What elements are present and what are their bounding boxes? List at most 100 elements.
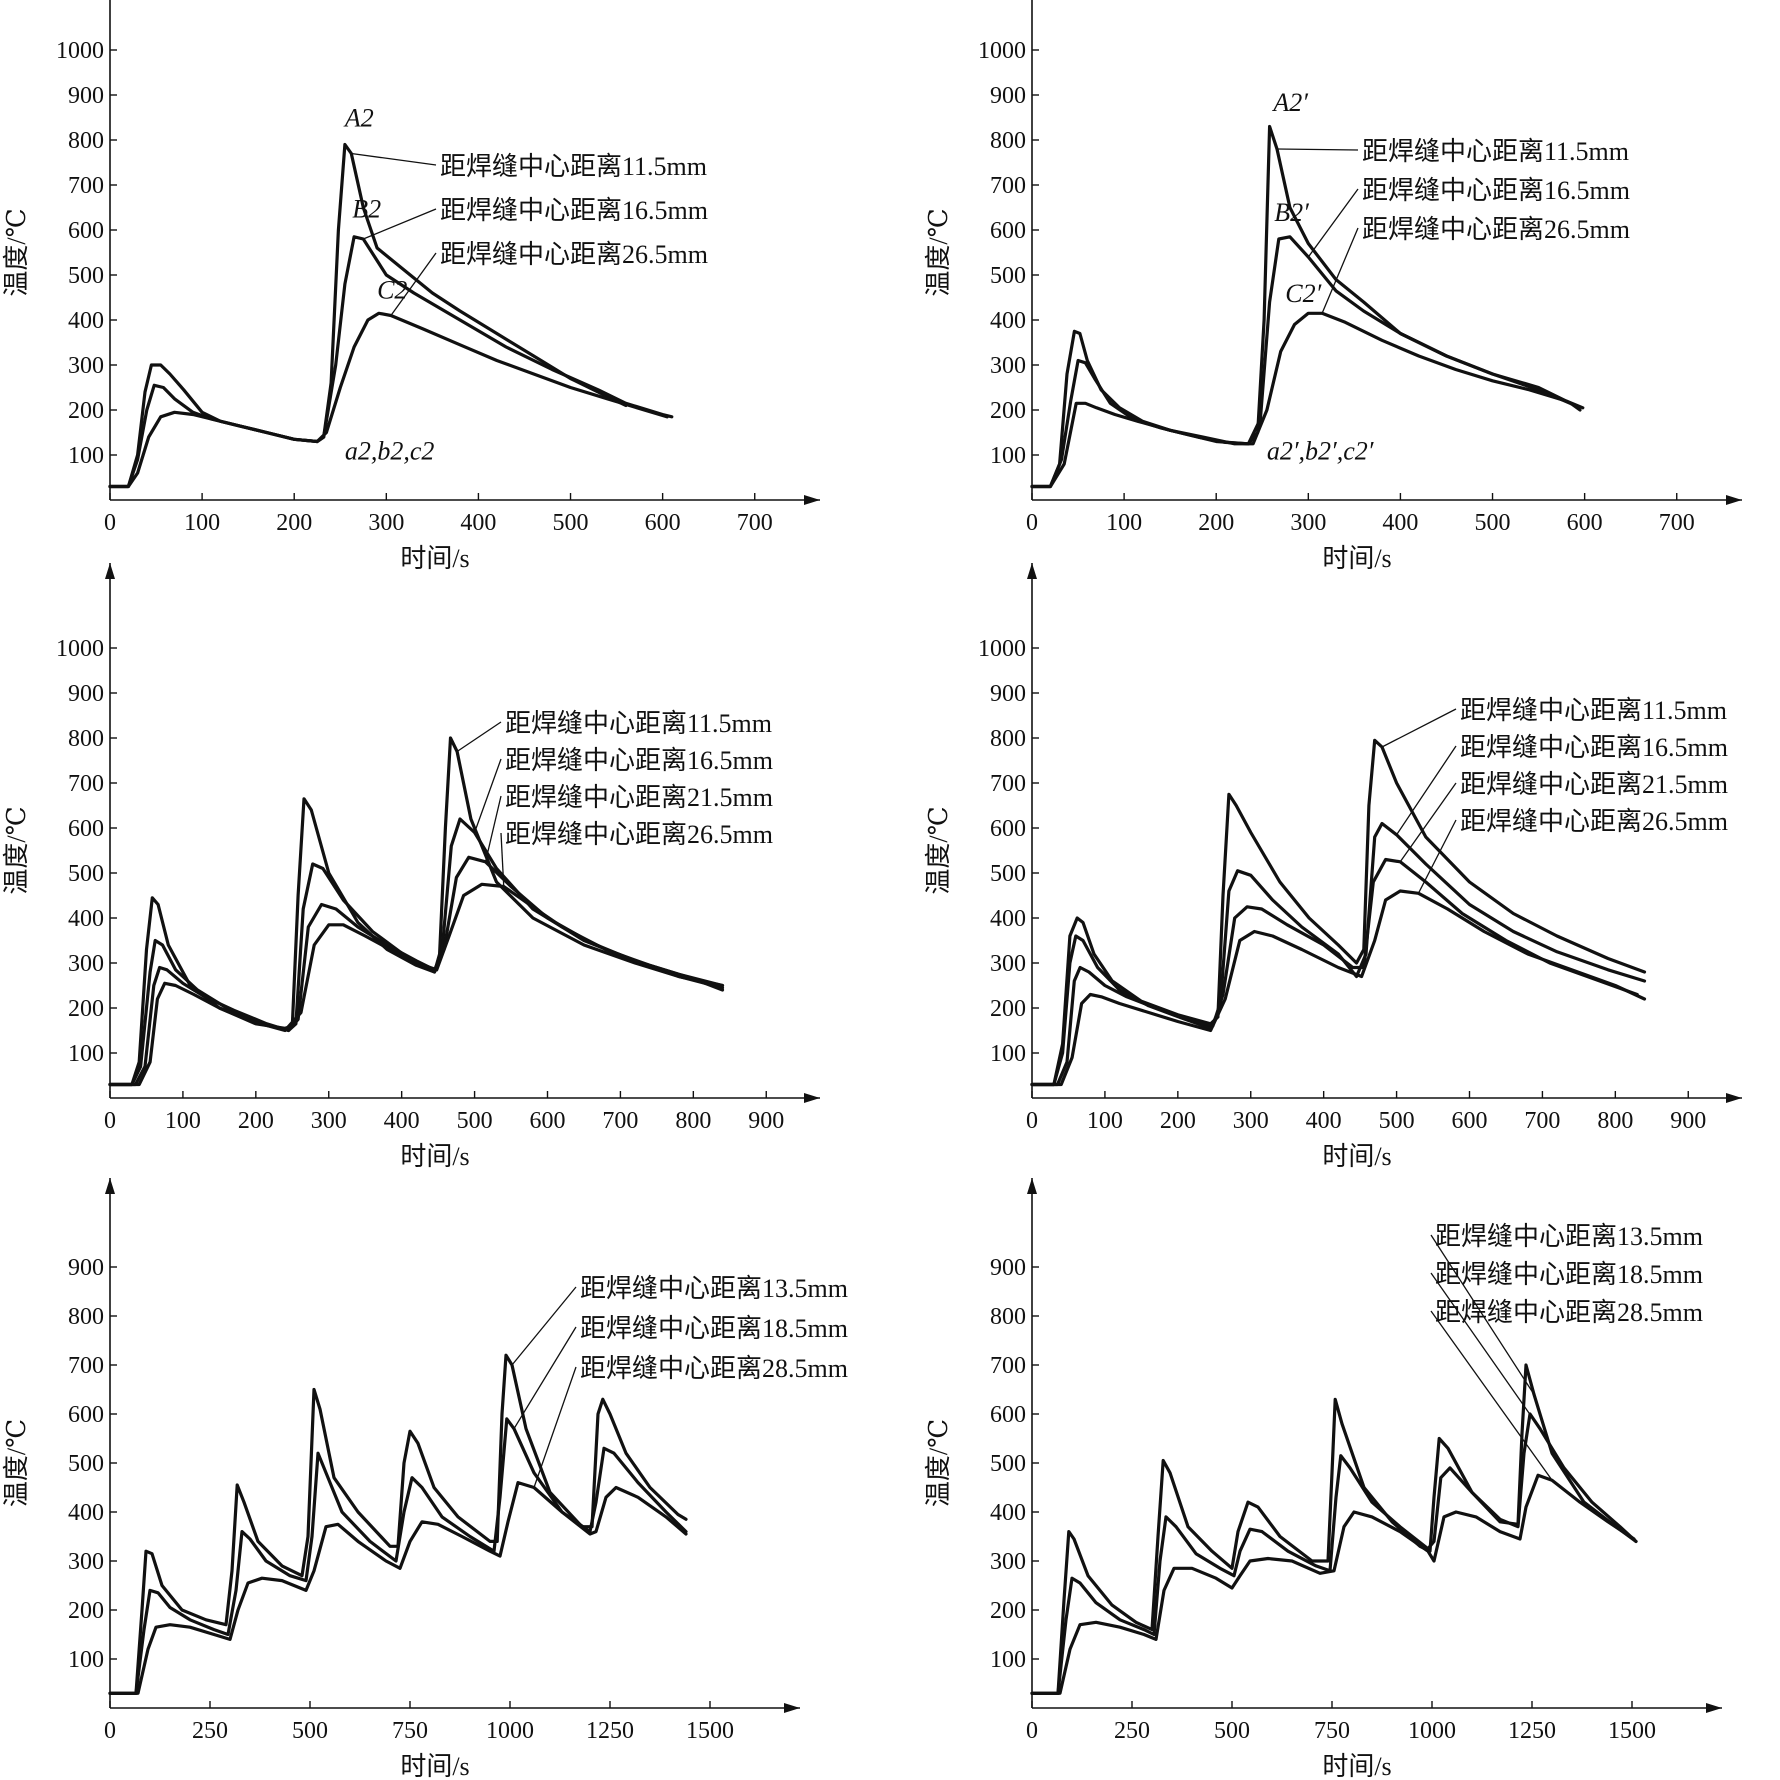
legend-entry-3: 距焊缝中心距离28.5mm [580, 1354, 848, 1383]
x-tick-label: 500 [1379, 1108, 1415, 1134]
y-tick-label: 300 [990, 1549, 1026, 1575]
y-tick-label: 200 [990, 1598, 1026, 1624]
y-tick-label: 700 [990, 771, 1026, 797]
y-tick-label: 400 [990, 906, 1026, 932]
y-axis-title: 温度/℃ [2, 208, 31, 296]
point-annotation-1: A2′ [1271, 88, 1308, 117]
chart-panel-5: 0 250 500 750 1000 1250 1500 100 200 300 400 500 600… [2, 1178, 848, 1780]
y-tick-label: 100 [68, 1041, 104, 1067]
y-tick-label: 500 [68, 263, 104, 289]
legend-entry-2: 距焊缝中心距离16.5mm [505, 746, 773, 775]
legend-leader-line [1417, 819, 1457, 894]
y-axis-title: 温度/℃ [924, 806, 953, 894]
y-tick-label: 200 [990, 398, 1026, 424]
y-tick-label: 600 [68, 816, 104, 842]
y-tick-label: 200 [68, 996, 104, 1022]
x-tick-label: 700 [1524, 1108, 1560, 1134]
legend-leader-line [456, 721, 502, 753]
y-tick-label: 1000 [978, 38, 1026, 64]
y-tick-label: 900 [68, 1255, 104, 1281]
point-annotation-1: A2 [343, 104, 374, 133]
x-tick-label: 300 [1233, 1108, 1269, 1134]
y-tick-label: 800 [990, 726, 1026, 752]
legend-leader-line [1321, 227, 1359, 314]
x-axis-arrow-icon [784, 1703, 800, 1713]
y-tick-label: 100 [990, 443, 1026, 469]
x-axis-arrow-icon [1726, 1093, 1742, 1103]
x-axis-title: 时间/s [400, 1142, 469, 1171]
series-line-2 [108, 1417, 688, 1695]
y-tick-label: 400 [68, 308, 104, 334]
y-tick-label: 600 [990, 218, 1026, 244]
legend-leader-line [500, 832, 505, 887]
x-tick-label: 600 [1452, 1108, 1488, 1134]
legend-entry-3: 距焊缝中心距离26.5mm [440, 240, 708, 269]
x-axis-arrow-icon [804, 1093, 820, 1103]
legend-entry-1: 距焊缝中心距离13.5mm [1435, 1222, 1703, 1251]
y-axis-arrow-icon [105, 563, 115, 579]
y-tick-label: 300 [990, 353, 1026, 379]
legend-leader-line [1381, 708, 1457, 748]
legend-leader-line [513, 1326, 577, 1430]
x-tick-label: 200 [1160, 1108, 1196, 1134]
series-line-3 [1030, 1473, 1636, 1695]
y-tick-label: 900 [68, 681, 104, 707]
x-tick-label: 500 [1475, 510, 1511, 536]
x-tick-label: 200 [276, 510, 312, 536]
legend-entry-1: 距焊缝中心距离11.5mm [1460, 696, 1727, 725]
x-tick-label: 1000 [1408, 1718, 1456, 1744]
x-tick-label: 100 [184, 510, 220, 536]
x-tick-label: 500 [457, 1108, 493, 1134]
x-tick-label: 800 [675, 1108, 711, 1134]
legend-entry-1: 距焊缝中心距离11.5mm [1362, 137, 1629, 166]
legend-entry-2: 距焊缝中心距离16.5mm [440, 196, 708, 225]
legend-entry-1: 距焊缝中心距离11.5mm [505, 709, 772, 738]
y-tick-label: 700 [68, 1353, 104, 1379]
x-tick-label: 400 [460, 510, 496, 536]
y-tick-label: 600 [990, 816, 1026, 842]
y-axis-title: 温度/℃ [924, 1419, 953, 1507]
y-tick-label: 400 [990, 308, 1026, 334]
y-tick-label: 1000 [56, 636, 104, 662]
x-tick-label: 100 [1087, 1108, 1123, 1134]
y-axis-arrow-icon [105, 1178, 115, 1194]
x-tick-label: 0 [1026, 510, 1038, 536]
x-tick-label: 1250 [586, 1718, 634, 1744]
y-tick-label: 900 [68, 83, 104, 109]
legend-leader-line [473, 758, 502, 833]
x-tick-label: 750 [1314, 1718, 1350, 1744]
x-tick-label: 600 [1567, 510, 1603, 536]
x-tick-label: 600 [530, 1108, 566, 1134]
y-axis-arrow-icon [1027, 1178, 1037, 1194]
x-tick-label: 200 [1198, 510, 1234, 536]
x-tick-label: 900 [748, 1108, 784, 1134]
y-tick-label: 800 [990, 128, 1026, 154]
y-tick-label: 100 [990, 1041, 1026, 1067]
y-tick-label: 500 [990, 1451, 1026, 1477]
x-tick-label: 300 [311, 1108, 347, 1134]
y-tick-label: 800 [68, 726, 104, 752]
legend-entry-4: 距焊缝中心距离26.5mm [505, 820, 773, 849]
x-tick-label: 0 [104, 1718, 116, 1744]
x-tick-label: 1500 [1608, 1718, 1656, 1744]
y-tick-label: 400 [990, 1500, 1026, 1526]
y-tick-label: 300 [68, 1549, 104, 1575]
y-tick-label: 800 [68, 1304, 104, 1330]
y-tick-label: 100 [68, 1647, 104, 1673]
y-tick-label: 200 [990, 996, 1026, 1022]
y-axis-title: 温度/℃ [924, 208, 953, 296]
y-tick-label: 100 [68, 443, 104, 469]
legend-leader-line [511, 1286, 577, 1366]
y-tick-label: 100 [990, 1647, 1026, 1673]
x-tick-label: 600 [645, 510, 681, 536]
x-tick-label: 300 [368, 510, 404, 536]
x-tick-label: 700 [602, 1108, 638, 1134]
legend-entry-3: 距焊缝中心距离28.5mm [1435, 1298, 1703, 1327]
legend-leader-line [484, 795, 502, 862]
legend-entry-2: 距焊缝中心距离18.5mm [1435, 1260, 1703, 1289]
legend-entry-1: 距焊缝中心距离13.5mm [580, 1274, 848, 1303]
legend-entry-1: 距焊缝中心距离11.5mm [440, 152, 707, 181]
y-tick-label: 700 [990, 173, 1026, 199]
legend-leader-line [1276, 148, 1359, 151]
